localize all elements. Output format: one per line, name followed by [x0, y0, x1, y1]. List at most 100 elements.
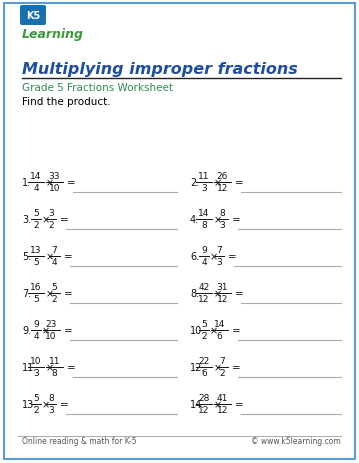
Text: ×: × [42, 325, 50, 335]
Text: Learning: Learning [22, 28, 84, 41]
Text: 11: 11 [49, 357, 60, 366]
Text: 7.: 7. [22, 288, 31, 298]
Text: ×: × [45, 178, 53, 188]
Text: 6.: 6. [190, 251, 199, 262]
Text: 9.: 9. [22, 325, 31, 335]
Text: =: = [228, 251, 237, 262]
Text: 10: 10 [49, 184, 60, 193]
Text: 14: 14 [30, 172, 42, 181]
Text: 41: 41 [217, 394, 228, 403]
Text: 8.: 8. [190, 288, 199, 298]
Text: 9: 9 [201, 246, 207, 255]
Text: 14: 14 [214, 320, 225, 329]
Text: =: = [235, 178, 243, 188]
Text: 12.: 12. [190, 362, 205, 372]
Text: 12: 12 [198, 295, 210, 304]
Text: =: = [64, 251, 73, 262]
Text: 11.: 11. [22, 362, 37, 372]
Text: 4: 4 [201, 258, 207, 267]
Text: 2.: 2. [190, 178, 199, 188]
Text: 28: 28 [198, 394, 210, 403]
Text: 33: 33 [49, 172, 60, 181]
Text: 16: 16 [30, 283, 42, 292]
Text: 12: 12 [217, 406, 228, 414]
Text: ×: × [42, 214, 50, 225]
Text: 7: 7 [219, 357, 225, 366]
Text: 5: 5 [33, 394, 39, 403]
Text: 12: 12 [217, 184, 228, 193]
Text: =: = [67, 362, 75, 372]
Text: 3: 3 [216, 258, 222, 267]
Text: 11: 11 [198, 172, 210, 181]
Text: =: = [64, 288, 73, 298]
Text: K5: K5 [26, 11, 40, 21]
Text: 3: 3 [48, 406, 54, 414]
Text: 14: 14 [198, 209, 210, 218]
Text: 3: 3 [219, 221, 225, 230]
Text: 8: 8 [219, 209, 225, 218]
Text: =: = [60, 399, 69, 409]
Text: =: = [64, 325, 73, 335]
Text: ×: × [213, 178, 222, 188]
Text: 9: 9 [33, 320, 39, 329]
Text: 3: 3 [201, 184, 207, 193]
Text: 10: 10 [46, 332, 57, 341]
Text: ×: × [213, 362, 222, 372]
Text: 8: 8 [48, 394, 54, 403]
Text: 3: 3 [48, 209, 54, 218]
Text: ×: × [213, 288, 222, 298]
Text: 14.: 14. [190, 399, 205, 409]
Text: 1.: 1. [22, 178, 31, 188]
Text: Grade 5 Fractions Worksheet: Grade 5 Fractions Worksheet [22, 83, 173, 93]
Text: 5.: 5. [22, 251, 31, 262]
Text: 5: 5 [33, 295, 39, 304]
Text: 13.: 13. [22, 399, 37, 409]
Text: 10: 10 [30, 357, 42, 366]
Text: 5: 5 [33, 258, 39, 267]
Text: =: = [232, 325, 240, 335]
Text: 42: 42 [199, 283, 210, 292]
Text: ×: × [210, 251, 218, 262]
Text: =: = [235, 288, 243, 298]
Text: 8: 8 [52, 369, 57, 378]
Text: 22: 22 [199, 357, 210, 366]
Text: 31: 31 [216, 283, 228, 292]
Text: 5: 5 [33, 209, 39, 218]
Text: 12: 12 [198, 406, 210, 414]
Text: ×: × [45, 251, 53, 262]
Text: ×: × [213, 399, 222, 409]
Text: © www.k5learning.com: © www.k5learning.com [251, 437, 341, 445]
Text: 2: 2 [201, 332, 207, 341]
Text: 13: 13 [30, 246, 42, 255]
Text: 3: 3 [33, 369, 39, 378]
Text: 4.: 4. [190, 214, 199, 225]
Text: 5: 5 [52, 283, 57, 292]
Text: 2: 2 [52, 295, 57, 304]
Text: ×: × [45, 362, 53, 372]
Text: Online reading & math for K-5: Online reading & math for K-5 [22, 437, 137, 445]
Text: ×: × [45, 288, 53, 298]
Text: =: = [232, 214, 240, 225]
Text: ×: × [213, 214, 222, 225]
Text: 8: 8 [201, 221, 207, 230]
Text: Multiplying improper fractions: Multiplying improper fractions [22, 62, 298, 77]
Text: =: = [67, 178, 75, 188]
Text: 2: 2 [48, 221, 54, 230]
Text: 6: 6 [216, 332, 222, 341]
FancyBboxPatch shape [20, 6, 46, 26]
Text: ×: × [42, 399, 50, 409]
Text: =: = [232, 362, 240, 372]
Text: 4: 4 [33, 332, 39, 341]
Text: =: = [235, 399, 243, 409]
Text: 6: 6 [201, 369, 207, 378]
Text: 7: 7 [52, 246, 57, 255]
Text: 4: 4 [52, 258, 57, 267]
Text: 10.: 10. [190, 325, 205, 335]
Text: 26: 26 [217, 172, 228, 181]
Text: 2: 2 [33, 406, 39, 414]
Text: Find the product.: Find the product. [22, 97, 111, 107]
Text: =: = [60, 214, 69, 225]
Text: 5: 5 [201, 320, 207, 329]
Text: 23: 23 [46, 320, 57, 329]
Text: 12: 12 [217, 295, 228, 304]
